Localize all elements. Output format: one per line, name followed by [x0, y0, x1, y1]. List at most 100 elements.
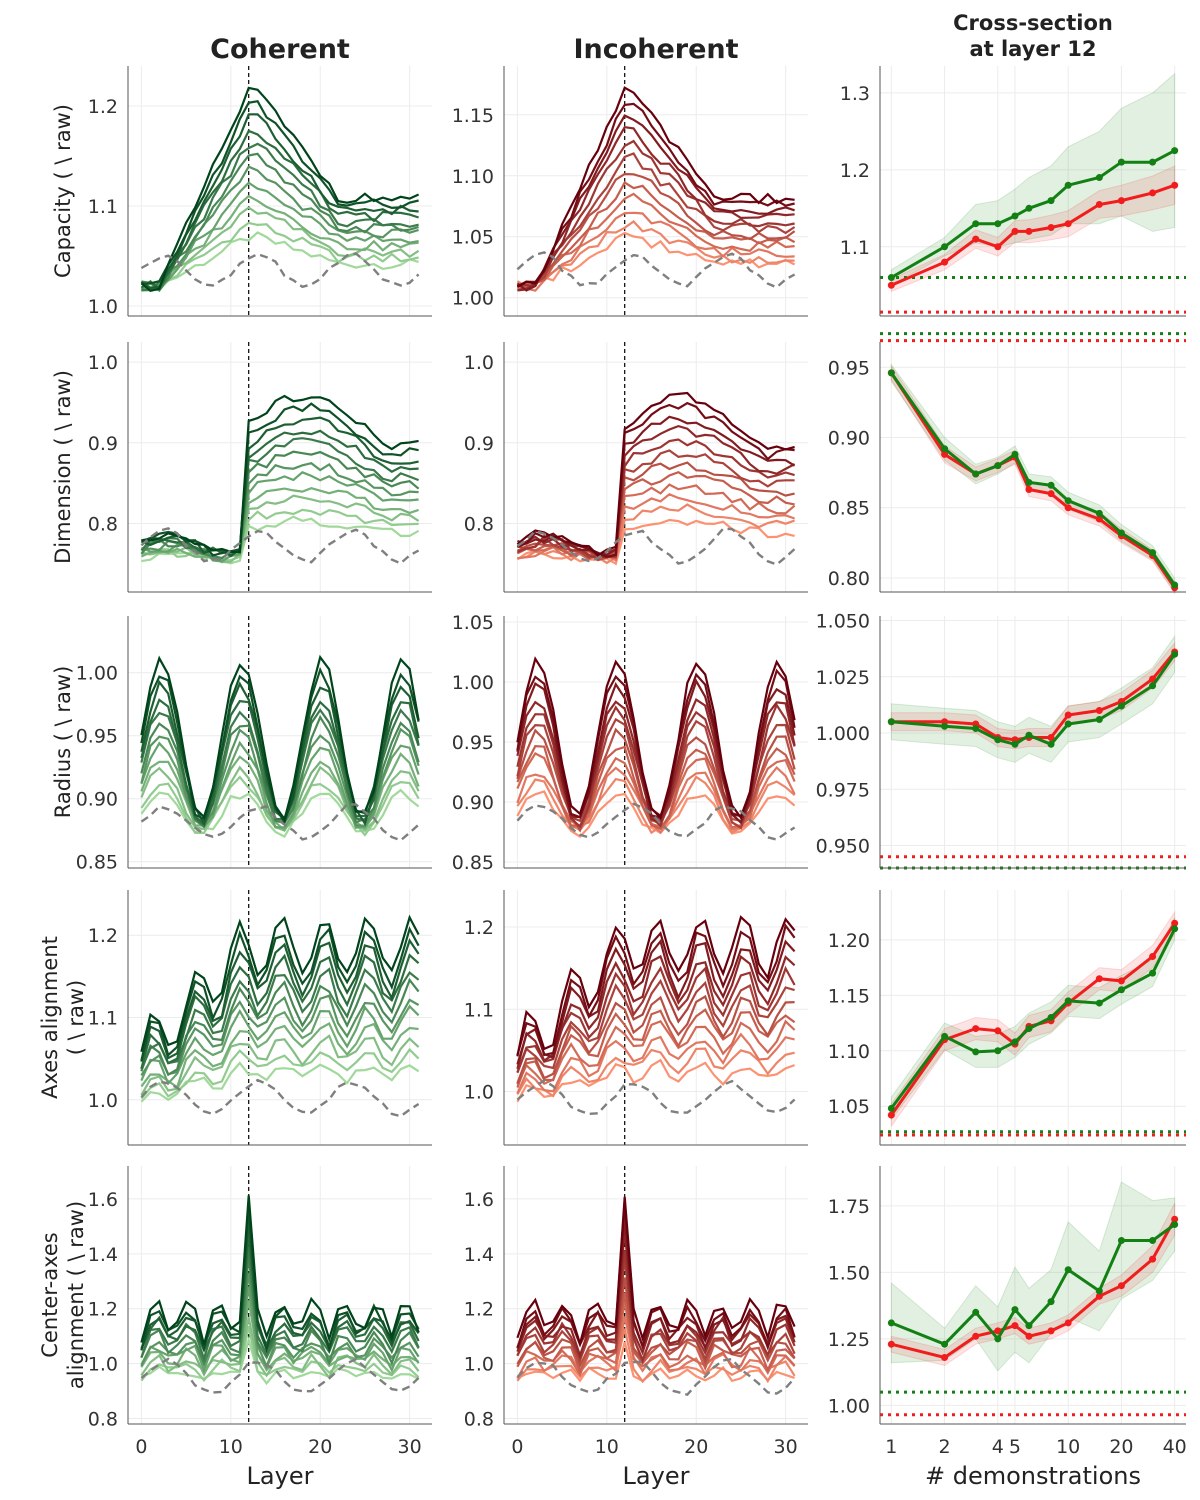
layer-series-line — [516, 745, 796, 831]
layer-series-line — [517, 503, 795, 565]
y-tick-label: 1.000 — [816, 723, 870, 745]
green-confidence-band — [890, 362, 1176, 594]
layer-series-line — [516, 1277, 796, 1369]
layer-series-line — [140, 487, 419, 563]
y-tick-label: 1.0 — [464, 1354, 494, 1376]
layer-series-line — [140, 654, 420, 823]
red-series-point — [1064, 220, 1072, 228]
y-tick-label: 1.75 — [828, 1196, 870, 1218]
layer-series-line — [140, 1047, 420, 1100]
y-tick-label: 0.85 — [76, 852, 118, 874]
y-axis-label: alignment ( \ raw) — [64, 1201, 88, 1389]
layer-series-line — [140, 1195, 420, 1345]
layer-series-line — [140, 752, 420, 832]
y-tick-label: 1.1 — [840, 237, 870, 259]
y-tick-label: 1.10 — [828, 1041, 870, 1063]
y-tick-label: 1.0 — [464, 1082, 494, 1104]
layer-series-line — [516, 915, 796, 1057]
layer-series-line — [140, 437, 419, 556]
green-series-point — [994, 220, 1002, 228]
green-series-point — [1025, 1025, 1033, 1033]
layer-series-line — [516, 391, 795, 557]
green-series-point — [1149, 1236, 1157, 1244]
red-series-point — [1095, 975, 1103, 983]
layer-series-line — [517, 126, 795, 292]
green-series-point — [1047, 481, 1055, 489]
x-tick-label: 10 — [1056, 1436, 1080, 1458]
y-tick-label: 0.975 — [816, 779, 870, 801]
layer-series-line — [516, 656, 796, 821]
green-series-point — [941, 1032, 949, 1040]
red-series-point — [1095, 200, 1103, 208]
y-tick-label: 1.00 — [452, 288, 494, 310]
layer-series-line — [516, 220, 795, 288]
green-series-point — [1149, 549, 1157, 557]
layer-series-line — [140, 765, 420, 832]
green-series-point — [1171, 581, 1179, 589]
layer-series-line — [141, 402, 419, 557]
green-series-point — [1025, 204, 1033, 212]
layer-series-line — [141, 508, 419, 563]
y-tick-label: 1.2 — [88, 925, 118, 947]
layer-series-line — [516, 1200, 796, 1351]
red-series-point — [1171, 1215, 1179, 1223]
y-tick-label: 1.2 — [840, 160, 870, 182]
green-series-point — [1047, 1298, 1055, 1306]
y-tick-label: 1.1 — [88, 1008, 118, 1030]
y-tick-label: 1.00 — [76, 663, 118, 685]
green-series-point — [1011, 212, 1019, 220]
red-series-point — [941, 450, 949, 458]
red-series-point — [972, 1332, 980, 1340]
green-series-point — [1064, 497, 1072, 505]
x-tick-label: 1 — [885, 1436, 897, 1458]
red-series-point — [1064, 1319, 1072, 1327]
y-tick-label: 0.9 — [88, 433, 118, 455]
x-tick-label: 20 — [1109, 1436, 1133, 1458]
panel-cross-section-row-3: 1.05 1.10 1.15 1.20 — [828, 890, 1186, 1146]
x-tick-label: 0 — [135, 1436, 147, 1458]
x-tick-label: 0 — [511, 1436, 523, 1458]
red-series-point — [994, 1027, 1002, 1035]
y-axis-label: Radius ( \ raw) — [51, 666, 75, 819]
y-tick-label: 1.0 — [88, 352, 118, 374]
incoherent-x-axis-label: Layer — [623, 1462, 690, 1490]
y-tick-label: 1.025 — [816, 667, 870, 689]
layer-series-line — [516, 775, 796, 835]
red-series-line — [890, 1218, 1177, 1360]
x-tick-label: 4 — [992, 1436, 1004, 1458]
y-tick-label: 1.0 — [88, 1090, 118, 1112]
y-tick-label: 1.15 — [452, 105, 494, 127]
green-series-point — [994, 736, 1002, 744]
panel-incoherent-row-0: 1.00 1.05 1.10 1.15 — [452, 66, 808, 317]
red-series-point — [1011, 227, 1019, 235]
red-series-point — [1064, 504, 1072, 512]
layer-series-line — [516, 1250, 796, 1363]
layer-series-line — [517, 493, 795, 562]
green-series-point — [1011, 1038, 1019, 1046]
layer-series-line — [516, 938, 796, 1065]
layer-series-line — [140, 1246, 420, 1363]
x-tick-label: 5 — [1009, 1436, 1021, 1458]
red-series-line — [890, 183, 1176, 287]
red-series-point — [1047, 224, 1055, 232]
green-series-line — [891, 653, 1176, 747]
red-series-point — [1095, 515, 1103, 523]
red-series-point — [1025, 227, 1033, 235]
green-series-point — [1171, 650, 1179, 658]
layer-series-line — [140, 967, 420, 1070]
green-series-point — [1064, 997, 1072, 1005]
panel-grid: 1.01.11.21.001.051.101.151.11.21.3Capaci… — [38, 66, 1187, 1458]
layer-series-line — [140, 1021, 419, 1089]
cross-section-title-line1: Cross-section — [953, 11, 1113, 35]
y-tick-label: 1.10 — [452, 166, 494, 188]
layer-series-line — [516, 1047, 795, 1098]
x-tick-label: 20 — [308, 1436, 332, 1458]
green-series-point — [1117, 986, 1125, 994]
y-tick-label: 0.9 — [464, 433, 494, 455]
green-series-line — [890, 928, 1177, 1110]
cross-section-title-line2: at layer 12 — [969, 37, 1096, 61]
y-tick-label: 0.80 — [828, 568, 870, 590]
layer-series-line — [140, 429, 419, 555]
layer-series-line — [516, 461, 795, 562]
y-tick-label: 0.8 — [464, 513, 494, 535]
